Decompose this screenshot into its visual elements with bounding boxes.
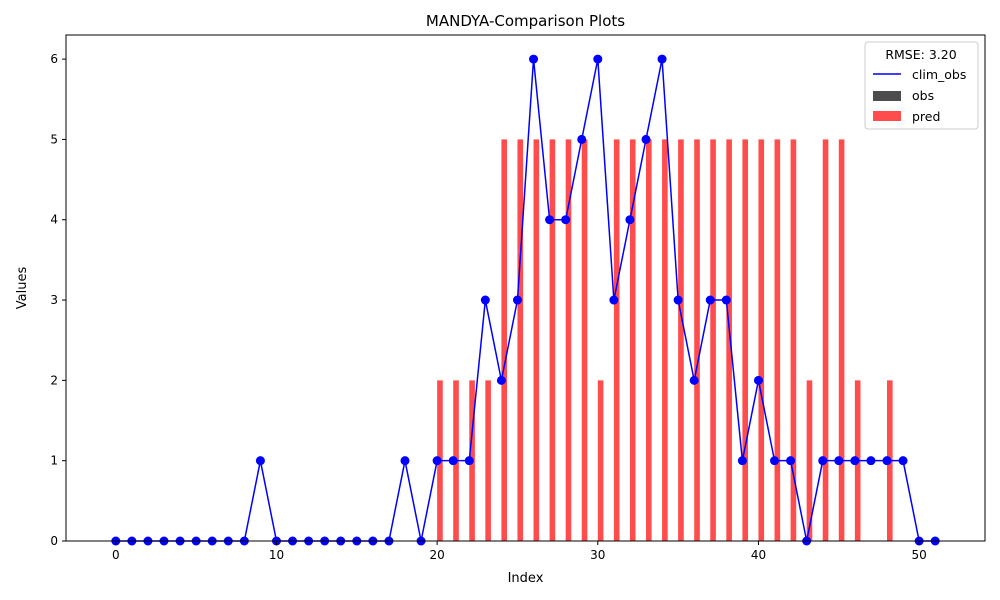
y-tick-label: 6 [50,52,58,66]
clim-obs-point [786,456,796,466]
legend-swatch-obs [873,91,901,101]
clim-obs-point [432,456,442,466]
chart-title: MANDYA-Comparison Plots [426,12,625,30]
y-tick-label: 0 [50,534,58,548]
clim-obs-point [529,54,539,64]
pred-bar [581,139,588,541]
clim-obs-point [593,54,603,64]
clim-obs-point [512,295,522,305]
clim-obs-point [657,54,667,64]
pred-bar [774,139,781,541]
x-tick-label: 10 [269,548,284,562]
x-tick-label: 20 [429,548,444,562]
clim-obs-point [721,295,731,305]
legend-box [864,41,979,130]
clim-obs-point [818,456,828,466]
legend-label-clim-obs: clim_obs [912,67,966,82]
x-tick-label: 40 [751,548,766,562]
y-tick-label: 3 [50,293,58,307]
x-tick-label: 50 [911,548,926,562]
pred-bar [501,139,508,541]
clim-obs-point [448,456,458,466]
pred-bar [517,139,524,541]
pred-bar [710,139,716,541]
y-tick-label: 1 [50,454,58,468]
clim-obs-point [882,456,892,466]
clim-obs-point [705,295,715,305]
x-tick-label: 30 [590,548,605,562]
pred-bar [646,139,652,541]
clim-obs-point [689,375,699,385]
clim-obs-point [898,456,908,466]
x-tick-label: 0 [112,548,120,562]
pred-bar [597,380,604,541]
pred-bar [565,139,572,541]
legend-label-pred: pred [912,109,940,124]
clim-obs-point [464,456,474,466]
pred-bar [629,139,636,541]
pred-bar [822,139,829,541]
clim-obs-point [641,134,651,144]
clim-obs-point [673,295,683,305]
pred-bars [437,139,893,541]
clim-obs-point [561,215,571,225]
pred-bar [533,139,540,541]
clim-obs-point [866,456,876,466]
pred-bar [838,139,845,541]
x-axis-label: Index [508,571,544,586]
clim-obs-point [770,456,780,466]
pred-bar [742,139,749,541]
pred-bar [678,139,684,541]
pred-bar [662,139,668,541]
pred-bar [613,139,620,541]
clim-obs-point [480,295,490,305]
pred-bar [758,139,765,541]
pred-bar [790,139,797,541]
clim-obs-point [577,134,587,144]
clim-obs-point [834,456,844,466]
pred-bar [549,139,556,541]
axes: 0 10 20 30 40 50 0 1 2 3 4 5 6 [50,34,986,562]
legend-title: RMSE: 3.20 [885,47,956,62]
clim-obs-line [115,58,936,542]
y-tick-label: 5 [50,132,58,146]
y-axis-label: Values [15,267,30,310]
clim-obs-point [753,375,763,385]
pred-bar [694,139,700,541]
y-tick-label: 2 [50,373,58,387]
legend-swatch-pred [873,111,901,121]
pred-bar [485,380,491,541]
y-tick-label: 4 [50,213,58,227]
clim-obs-point [850,456,860,466]
clim-obs-point [625,215,635,225]
pred-bar [726,139,732,541]
plot-frame [65,34,986,542]
clim-obs-point [737,456,747,466]
clim-obs-point [255,456,265,466]
legend: RMSE: 3.20 clim_obs obs pred [864,41,979,130]
legend-label-obs: obs [912,88,934,103]
pred-bar [806,380,813,541]
clim-obs-point [400,456,410,466]
clim-obs-line-series [111,54,940,546]
clim-obs-point [609,295,619,305]
clim-obs-point [496,375,506,385]
clim-obs-point [545,215,555,225]
